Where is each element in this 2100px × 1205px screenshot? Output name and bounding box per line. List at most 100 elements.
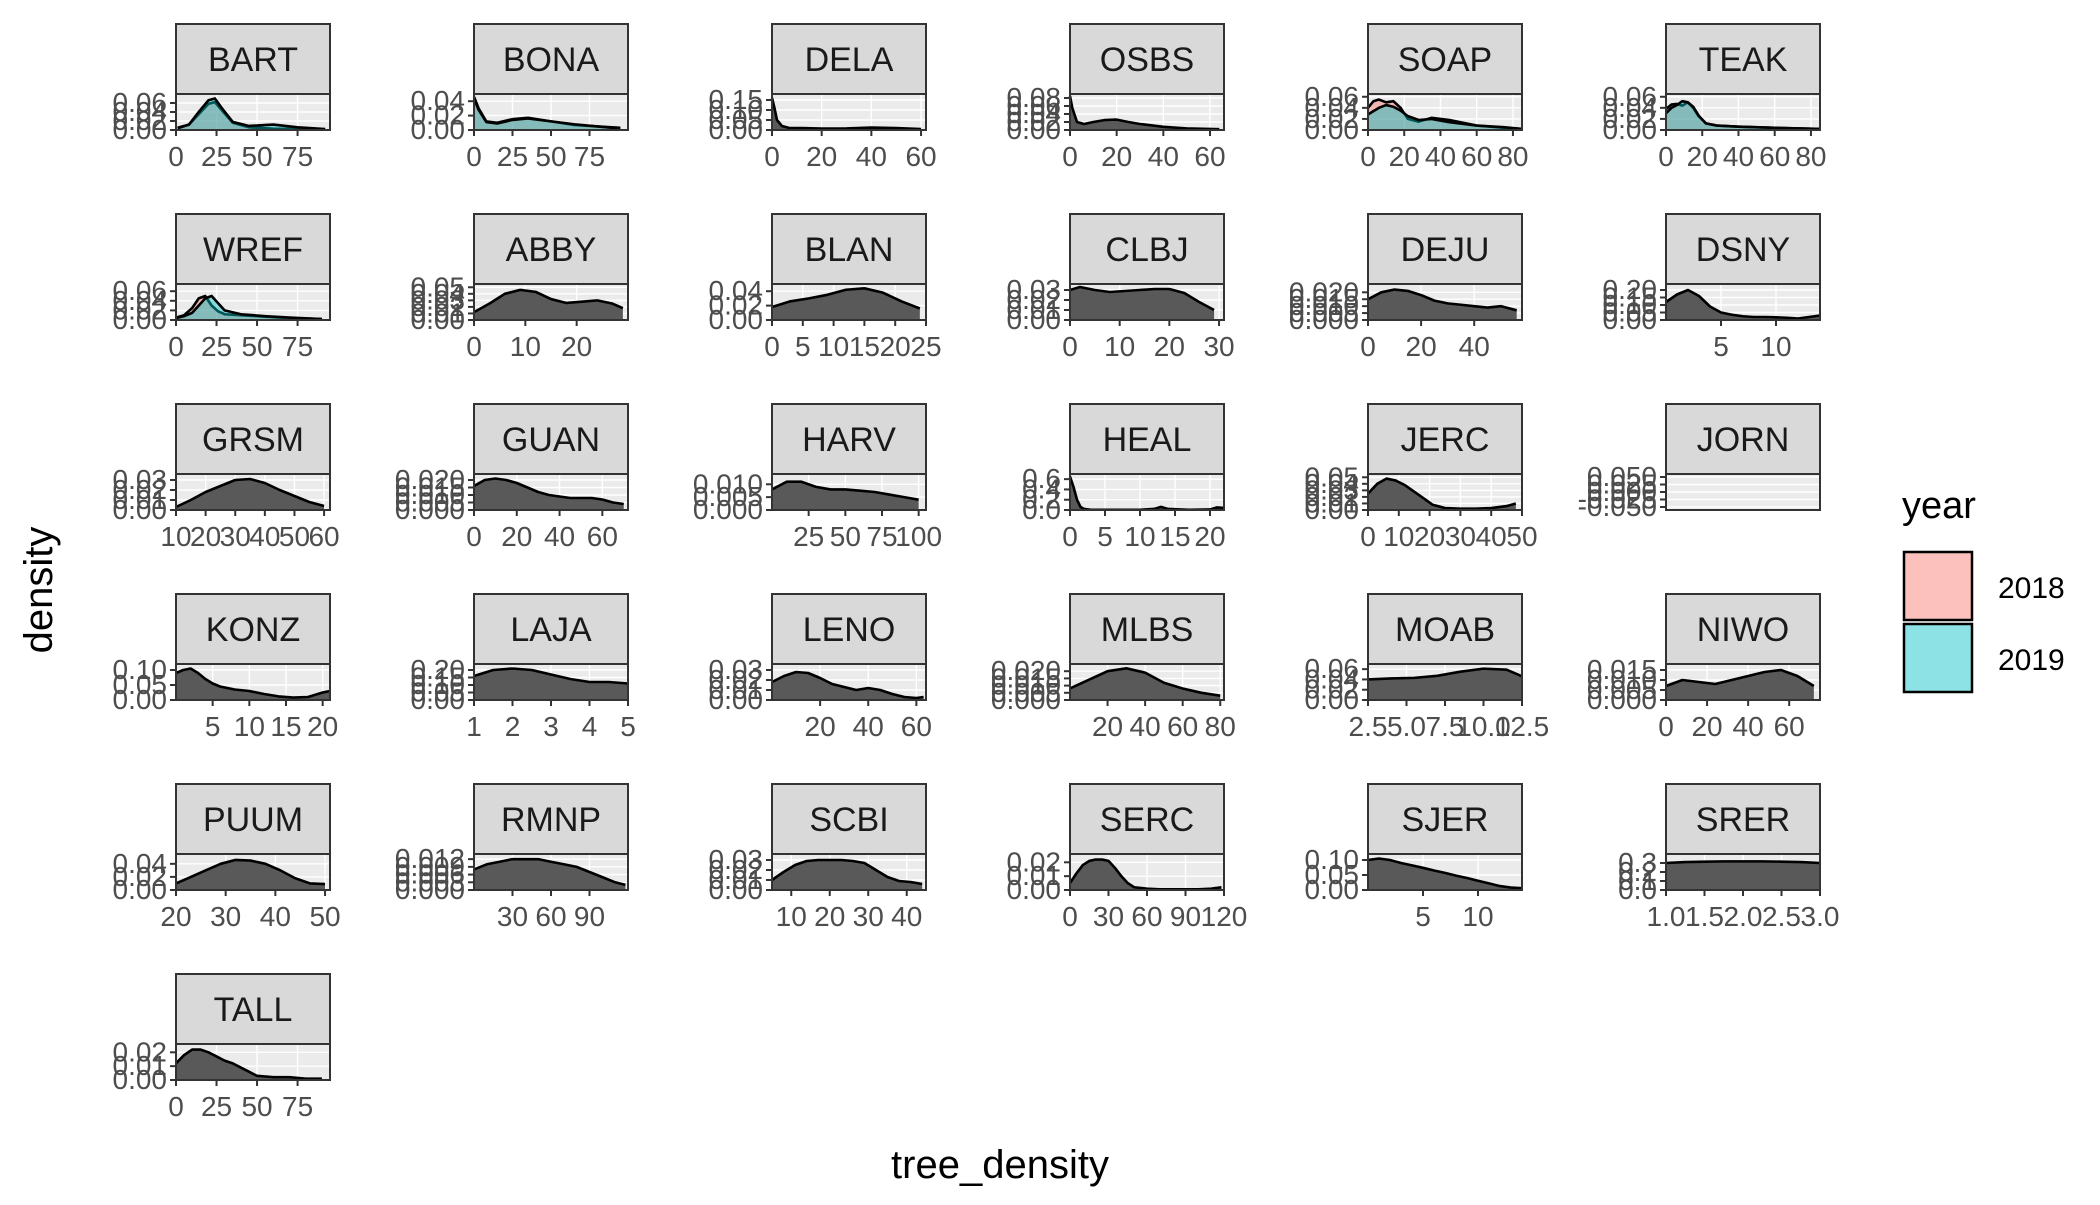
facet-panel-dela: DELA 0.000.050.100.150 20 40 60	[709, 23, 937, 172]
facet-strip	[1665, 213, 1821, 285]
facet-strip	[771, 593, 927, 665]
facet-panel-puum: PUUM 0.000.020.04 20 30 40 50	[113, 783, 341, 932]
density-line-combined	[771, 670, 924, 700]
x-tick-label: 30	[1445, 521, 1476, 552]
density-area-2018	[176, 296, 322, 320]
facet-panel-clbj: CLBJ 0.000.010.020.030 10 20 30	[1007, 213, 1235, 362]
facet-label: NIWO	[1697, 611, 1790, 649]
facet-panel-konz: KONZ 0.000.050.10 5 10 15 20	[113, 593, 338, 742]
y-tick-label: 0.010	[395, 479, 465, 510]
x-tick-label: 90	[574, 901, 605, 932]
x-tick-label: 30	[1093, 901, 1124, 932]
x-tick-label: 60	[587, 521, 618, 552]
density-line-2019	[1665, 99, 1821, 131]
y-tick-label: 0.000	[1587, 684, 1657, 715]
plot-border	[1665, 283, 1821, 321]
density-area-combined	[474, 859, 626, 890]
density-area-combined	[176, 668, 330, 700]
y-tick-label: 0.00	[709, 114, 764, 145]
y-tick-label: 0.04	[1007, 98, 1062, 129]
y-tick-label: 0.06	[113, 87, 168, 118]
x-tick-label: 20	[1092, 711, 1123, 742]
y-tick-label: 0.15	[709, 84, 764, 115]
y-tick-label: 0.01	[1305, 487, 1360, 518]
x-tick-label: 75	[282, 1091, 313, 1122]
y-tick-label: 0.010	[991, 670, 1061, 701]
facet-panel-teak: TEAK 0.000.020.040.060 20 40 60 80	[1603, 23, 1827, 172]
facet-label: JERC	[1401, 421, 1490, 459]
legend-label-2019: 2019	[1998, 644, 2065, 677]
facet-panel-bart: BART 0.000.020.040.060 25 50 75	[113, 23, 331, 172]
y-tick-label: 0.012	[395, 843, 465, 874]
legend-label-2018: 2018	[1998, 572, 2065, 605]
density-line-combined	[1367, 477, 1517, 510]
density-area-2018	[1368, 99, 1522, 130]
y-tick-label: 0.005	[693, 481, 763, 512]
plot-border	[175, 663, 331, 701]
plot-border	[473, 473, 629, 511]
facet-strip	[1069, 23, 1225, 95]
x-tick-label: 25	[201, 1091, 232, 1122]
y-tick-label: 0.03	[411, 284, 466, 315]
x-tick-label: 0	[1360, 141, 1376, 172]
density-area-2018	[177, 102, 326, 130]
y-tick-label: 0.04	[1305, 92, 1360, 123]
facet-label: PUUM	[203, 801, 303, 839]
x-tick-label: 2	[505, 711, 521, 742]
facet-label: KONZ	[206, 611, 300, 649]
y-tick-label: 0.000	[693, 494, 763, 525]
y-tick-label: 0.2	[1022, 484, 1061, 515]
x-tick-label: 75	[282, 331, 313, 362]
x-tick-label: 75	[282, 141, 313, 172]
x-tick-label: 40	[1459, 331, 1490, 362]
facet-label: DELA	[805, 41, 894, 79]
density-line-combined	[770, 97, 922, 131]
x-tick-label: 60	[905, 141, 936, 172]
y-tick-label: 0.20	[411, 654, 466, 685]
x-tick-label: 40	[1148, 141, 1179, 172]
y-tick-label: 0.00	[1007, 874, 1062, 905]
plot-border	[175, 473, 331, 511]
plot-border	[1367, 283, 1523, 321]
y-tick-label: 0.2	[1618, 856, 1657, 887]
density-area-combined	[1666, 290, 1820, 320]
y-tick-label: 0.15	[1603, 282, 1658, 313]
facet-strip	[1665, 783, 1821, 855]
density-line-combined	[473, 667, 629, 685]
facet-label: LENO	[803, 611, 896, 649]
facet-panel-moab: MOAB 0.000.020.040.06 2.5 5.0 7.510.012.5	[1305, 593, 1549, 742]
facet-strip	[175, 973, 331, 1045]
facet-strip	[473, 403, 629, 475]
y-tick-label: 0.00	[113, 114, 168, 145]
y-tick-label: 0.000	[1289, 304, 1359, 335]
x-tick-label: 60	[1167, 711, 1198, 742]
facet-panel-laja: LAJA 0.000.050.100.150.201 2 3 4 5	[411, 593, 636, 742]
density-line-2019	[1367, 103, 1523, 131]
y-tick-label: 0.03	[709, 844, 764, 875]
y-tick-label: 0.04	[1305, 468, 1360, 499]
x-tick-label: 40	[853, 711, 884, 742]
y-tick-label: 0.015	[395, 472, 465, 503]
y-tick-label: 0.02	[411, 100, 466, 131]
y-tick-label: 0.04	[411, 278, 466, 309]
facet-strip	[473, 593, 629, 665]
y-tick-label: 0.6	[1022, 463, 1061, 494]
density-line-combined	[473, 288, 624, 314]
x-tick-label: 40	[891, 901, 922, 932]
plot-border	[771, 853, 927, 891]
density-area-combined	[1666, 861, 1820, 890]
facet-label: TEAK	[1699, 41, 1788, 79]
density-area-2018	[474, 96, 621, 130]
y-tick-label: 0.10	[709, 94, 764, 125]
facet-panel-bona: BONA 0.000.020.040 25 50 75	[411, 23, 629, 172]
density-area-combined	[474, 478, 624, 510]
density-line-combined	[771, 480, 919, 501]
y-tick-label: 0.02	[709, 854, 764, 885]
density-area-combined	[772, 481, 919, 510]
y-tick-label: 0.03	[1007, 274, 1062, 305]
x-tick-label: 15	[849, 331, 880, 362]
x-tick-label: 3.0	[1801, 901, 1840, 932]
